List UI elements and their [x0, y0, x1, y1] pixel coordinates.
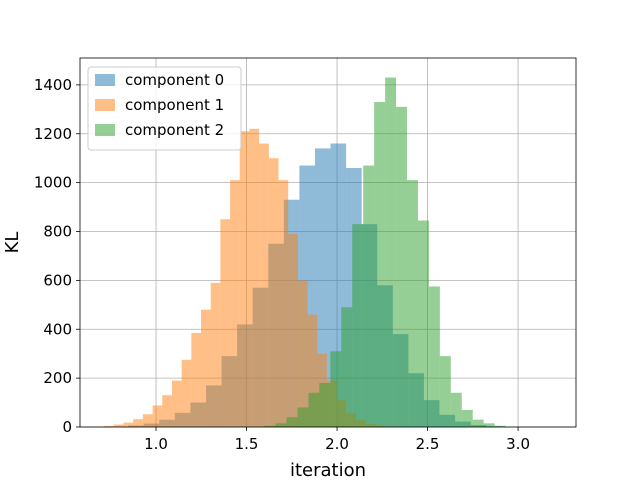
histogram-bar — [483, 423, 495, 427]
y-axis-title: KL — [2, 232, 23, 254]
histogram-bar — [123, 422, 134, 427]
x-tick-label: 1.5 — [235, 435, 259, 453]
histogram-bar — [268, 158, 279, 427]
histogram-bar — [210, 282, 221, 427]
histogram-bar — [133, 419, 143, 427]
y-tick-label: 400 — [43, 320, 72, 338]
y-tick-label: 1200 — [34, 125, 72, 143]
histogram-bar — [461, 409, 473, 427]
histogram-bars — [94, 77, 506, 428]
histogram-bar — [113, 424, 124, 427]
histogram-bar — [308, 392, 320, 427]
histogram-bar — [396, 106, 408, 427]
y-tick-label: 0 — [62, 418, 72, 436]
histogram-bar — [319, 383, 331, 427]
histogram-bar — [297, 407, 309, 427]
histogram-bar — [307, 314, 318, 427]
histogram-bar — [191, 332, 202, 427]
legend-swatch — [95, 124, 115, 136]
histogram-bar — [286, 417, 298, 427]
y-tick-label: 800 — [43, 223, 72, 241]
series-2-bars — [264, 77, 506, 427]
histogram-bar — [264, 425, 276, 427]
y-tick-label: 1000 — [34, 174, 72, 192]
histogram-bar — [152, 405, 163, 427]
x-tick-label: 2.5 — [416, 435, 440, 453]
histogram-bar — [239, 131, 250, 427]
legend: component 0 component 1 component 2 — [87, 66, 242, 151]
histogram-bar — [297, 280, 308, 427]
x-tick-label: 2.0 — [325, 435, 349, 453]
legend-label: component 1 — [125, 96, 224, 114]
histogram-bar — [363, 165, 375, 427]
legend-label: component 2 — [125, 121, 224, 139]
histogram-bar — [162, 395, 172, 427]
histogram-bar — [104, 426, 114, 427]
histogram-bar — [142, 414, 153, 427]
legend-box — [87, 66, 242, 151]
legend-label: component 0 — [125, 71, 224, 89]
plot-frame — [79, 57, 577, 428]
histogram-bar — [275, 423, 287, 427]
histogram-bar — [278, 180, 289, 427]
histogram-bar — [352, 224, 364, 427]
histogram-bar — [417, 220, 429, 427]
histogram-bar — [181, 359, 192, 427]
legend-swatch — [95, 74, 115, 86]
x-tick-label: 3.0 — [506, 435, 530, 453]
histogram-bar — [171, 380, 182, 427]
axis-ticks: 1.0 1.5 2.0 2.5 3.0 0 200 400 600 800 1000 1200 1400 — [34, 76, 530, 453]
histogram-bar — [201, 309, 211, 427]
legend-swatch — [95, 99, 115, 111]
y-tick-label: 1400 — [34, 76, 72, 94]
histogram-bar — [439, 356, 451, 427]
histogram-bar — [330, 351, 342, 427]
histogram-bar — [288, 233, 298, 427]
histogram-bar — [259, 143, 269, 428]
histogram-bar — [385, 77, 397, 427]
histogram-bar — [494, 425, 506, 427]
histogram-bar — [249, 128, 260, 427]
histogram-bar — [374, 101, 386, 427]
histogram-bar — [220, 219, 231, 427]
y-tick-label: 600 — [43, 271, 72, 289]
y-tick-label: 200 — [43, 369, 72, 387]
histogram-bar — [472, 419, 484, 427]
histogram-bar — [450, 392, 462, 427]
x-tick-label: 1.0 — [144, 435, 168, 453]
histogram-bar — [407, 180, 418, 427]
histogram-bar — [428, 286, 440, 427]
histogram-bar — [230, 180, 240, 427]
histogram-bar — [341, 307, 353, 427]
x-axis-title: iteration — [290, 460, 366, 480]
